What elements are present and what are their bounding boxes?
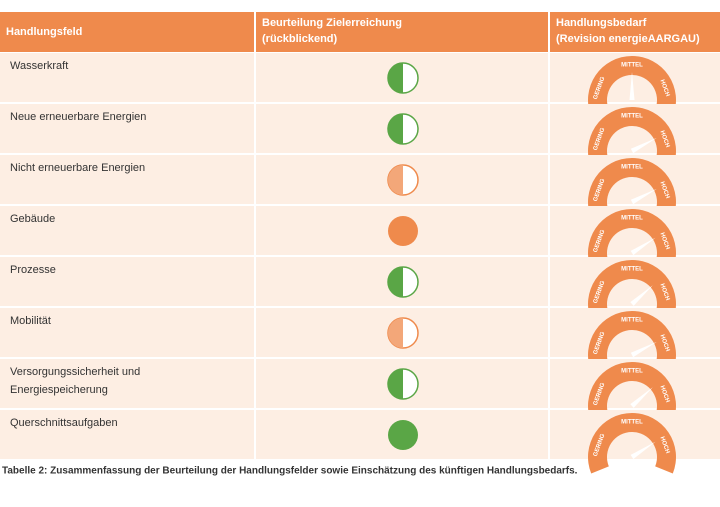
gauge-label: HOCH [659,181,671,200]
gauge-needle [630,237,656,256]
header-cell [550,12,720,52]
row-label: Querschnittsaufgaben [10,417,118,429]
header-text: Handlungsbedarf [556,17,647,29]
gauge-label: HOCH [659,79,671,98]
status-circle [388,420,418,450]
gauge-label: HOCH [659,436,671,455]
cell [0,206,254,255]
gauge-arc [588,209,676,270]
status-circle [388,216,418,246]
header-text: (Revision energieAARGAU) [556,33,700,45]
status-half [388,63,403,93]
gauge-arc [588,311,676,372]
cell [0,53,254,102]
gauge-arc [588,413,676,474]
header-cell [0,12,254,52]
row-label: Neue erneuerbare Energien [10,111,146,123]
gauge-label: MITTEL [621,369,643,375]
cell [0,155,254,204]
row-label: Nicht erneuerbare Energien [10,162,145,174]
gauge-arc [588,55,676,117]
gauge-label: MITTEL [621,216,643,222]
gauge-label: MITTEL [621,165,643,171]
status-half [388,114,403,144]
gauge-needle [629,72,635,100]
row-label: Prozesse [10,264,56,276]
gauge-needle [630,188,657,205]
gauge-label: MITTEL [621,63,643,69]
cell [0,308,254,357]
gauge-needle [630,387,653,408]
gauge-arc [588,106,676,168]
header-text: Handlungsfeld [6,26,82,38]
row-label: Energiespeicherung [10,384,108,396]
cell [0,410,254,459]
status-half [388,165,403,195]
gauge-needle [630,285,653,306]
gauge-needle [630,137,657,154]
row-label: Gebäude [10,213,55,225]
row-label: Versorgungssicherheit und [10,366,140,378]
header-text: Beurteilung Zielerreichung [262,17,402,29]
cell [0,359,254,408]
header-text: (rückblickend) [262,33,338,45]
status-half [388,318,403,348]
gauge-arc [588,362,676,423]
gauge-label: HOCH [659,130,671,149]
gauge-label: HOCH [659,385,671,404]
gauge-label: HOCH [659,283,671,302]
row-label: Wasserkraft [10,60,68,72]
gauge-label: MITTEL [621,267,643,273]
cell [0,104,254,153]
gauge-arc [588,158,676,219]
gauge-label: HOCH [659,334,671,353]
gauge-label: MITTEL [621,318,643,324]
gauge-needle [630,441,656,460]
gauge-needle [630,341,657,358]
row-label: Mobilität [10,315,51,327]
status-half [388,369,403,399]
status-half [388,267,403,297]
cell [0,257,254,306]
caption: Tabelle 2: Zusammenfassung der Beurteilu… [2,466,578,477]
gauge-label: HOCH [659,232,671,251]
gauge-arc [588,260,676,321]
header-cell [256,12,548,52]
gauge-label: MITTEL [621,420,643,426]
gauge-label: MITTEL [621,114,643,120]
